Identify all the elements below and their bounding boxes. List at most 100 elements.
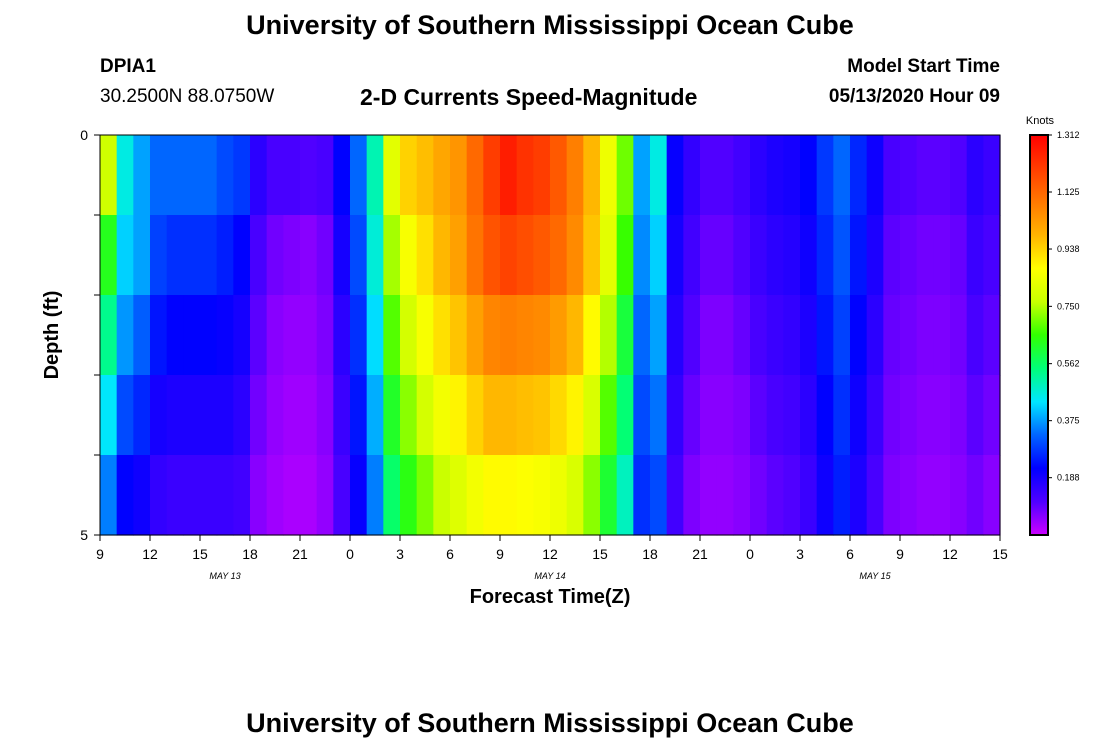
heatmap-cell — [350, 295, 368, 376]
heatmap-cell — [750, 455, 768, 536]
heatmap-cell — [333, 455, 351, 536]
heatmap-cell — [433, 135, 451, 216]
heatmap-cell — [433, 295, 451, 376]
heatmap-cell — [283, 135, 301, 216]
heatmap-cell — [366, 135, 384, 216]
heatmap-cell — [700, 135, 718, 216]
heatmap-cell — [133, 135, 151, 216]
heatmap-cell — [133, 375, 151, 456]
heatmap-cell — [666, 215, 684, 296]
heatmap-cell — [333, 215, 351, 296]
heatmap-cell — [733, 295, 751, 376]
heatmap-cell — [983, 375, 1001, 456]
heatmap-cell — [600, 135, 618, 216]
heatmap-cell — [950, 455, 968, 536]
heatmap-cell — [933, 135, 951, 216]
heatmap-cell — [283, 295, 301, 376]
heatmap-cell — [616, 455, 634, 536]
heatmap-cell — [216, 295, 234, 376]
heatmap-cell — [616, 375, 634, 456]
heatmap-cell — [766, 215, 784, 296]
heatmap-cell — [316, 215, 334, 296]
heatmap-cell — [116, 375, 134, 456]
x-tick-label: 15 — [992, 546, 1008, 562]
heatmap-cell — [850, 215, 868, 296]
heatmap-cell — [966, 215, 984, 296]
heatmap-cell — [250, 135, 268, 216]
heatmap-cell — [483, 375, 501, 456]
heatmap-cell — [300, 135, 318, 216]
heatmap-cell — [833, 375, 851, 456]
heatmap-cell — [150, 215, 168, 296]
colorbar-tick-label: 1.312 — [1057, 130, 1080, 140]
x-tick-label: 18 — [242, 546, 258, 562]
heatmap-cell — [516, 135, 534, 216]
heatmap-cell — [716, 135, 734, 216]
heatmap-cell — [566, 295, 584, 376]
colorbar-tick-label: 0.750 — [1057, 301, 1080, 311]
heatmap-cell — [800, 455, 818, 536]
heatmap-cell — [633, 295, 651, 376]
heatmap-cell — [250, 455, 268, 536]
heatmap-cell — [816, 375, 834, 456]
heatmap-cell — [966, 135, 984, 216]
heatmap-cell — [283, 215, 301, 296]
heatmap-cell — [400, 295, 418, 376]
date-label: MAY 13 — [209, 571, 240, 581]
heatmap-cell — [566, 375, 584, 456]
heatmap-cell — [383, 455, 401, 536]
heatmap-cell — [116, 215, 134, 296]
heatmap-cell — [783, 455, 801, 536]
heatmap-cell — [850, 135, 868, 216]
heatmap-cell — [550, 215, 568, 296]
colorbar-tick-label: 1.125 — [1057, 187, 1080, 197]
x-tick-label: 15 — [192, 546, 208, 562]
heatmap-cell — [833, 215, 851, 296]
heatmap-cell — [416, 215, 434, 296]
heatmap-cell — [533, 135, 551, 216]
heatmap-cell — [816, 295, 834, 376]
heatmap-cell — [566, 135, 584, 216]
heatmap-cell — [116, 295, 134, 376]
x-tick-label: 9 — [496, 546, 504, 562]
heatmap-cell — [933, 215, 951, 296]
x-tick-label: 18 — [642, 546, 658, 562]
heatmap-cell — [850, 375, 868, 456]
heatmap-cell — [583, 455, 601, 536]
heatmap-cell — [783, 375, 801, 456]
heatmap-cell — [533, 215, 551, 296]
heatmap-cell — [600, 375, 618, 456]
heatmap-cell — [433, 215, 451, 296]
heatmap-cell — [900, 375, 918, 456]
heatmap-cell — [733, 375, 751, 456]
heatmap-cell — [600, 455, 618, 536]
heatmap-cell — [450, 455, 468, 536]
heatmap-cell — [600, 215, 618, 296]
heatmap-cell — [466, 455, 484, 536]
heatmap-cell — [983, 455, 1001, 536]
heatmap-cell — [266, 295, 284, 376]
heatmap-cell — [133, 215, 151, 296]
date-label: MAY 14 — [534, 571, 565, 581]
heatmap-cell — [933, 295, 951, 376]
x-tick-label: 15 — [592, 546, 608, 562]
heatmap-cell — [250, 295, 268, 376]
heatmap-cell — [366, 295, 384, 376]
heatmap-cell — [750, 135, 768, 216]
heatmap-cell — [683, 455, 701, 536]
heatmap-cell — [916, 455, 934, 536]
heatmap-cell — [483, 135, 501, 216]
heatmap-cell — [700, 215, 718, 296]
heatmap-cell — [550, 295, 568, 376]
x-tick-label: 6 — [446, 546, 454, 562]
heatmap-cells — [100, 135, 1001, 536]
heatmap-cell — [633, 455, 651, 536]
heatmap-cell — [583, 215, 601, 296]
heatmap-cell — [666, 455, 684, 536]
heatmap-cell — [550, 375, 568, 456]
heatmap-cell — [716, 455, 734, 536]
heatmap-cell — [683, 215, 701, 296]
heatmap-cell — [516, 455, 534, 536]
heatmap-cell — [166, 135, 184, 216]
